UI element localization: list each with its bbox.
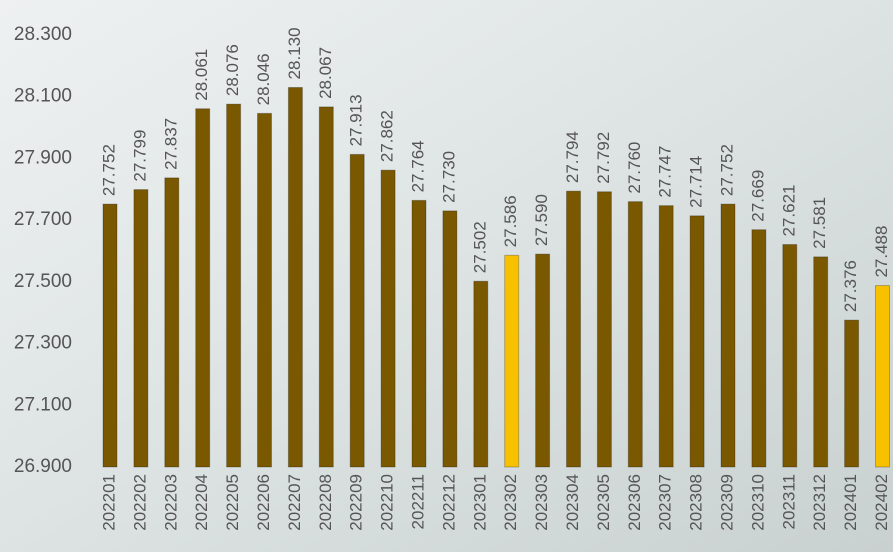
value-label: 28.067 [316, 47, 335, 99]
value-label: 27.502 [470, 221, 489, 273]
bar [596, 191, 612, 468]
x-tick-label: 202206 [254, 474, 273, 531]
x-tick-label: 202209 [347, 474, 366, 531]
x-tick-label: 202401 [841, 474, 860, 531]
y-tick-label: 27.500 [14, 271, 72, 292]
x-tick-label: 202201 [99, 474, 118, 531]
bar [473, 280, 489, 468]
value-label: 27.621 [779, 185, 798, 237]
value-label: 28.046 [254, 53, 273, 105]
bar [411, 199, 427, 468]
x-tick-label: 202210 [378, 474, 397, 531]
y-tick-label: 27.700 [14, 209, 72, 230]
x-tick-label: 202203 [161, 474, 180, 531]
bar [257, 112, 272, 468]
x-tick-label: 202308 [687, 474, 706, 531]
bar [627, 201, 643, 468]
bar [813, 256, 829, 468]
value-label: 27.586 [501, 195, 520, 247]
bar [875, 285, 890, 468]
value-label: 27.913 [347, 94, 366, 146]
y-tick-label: 27.300 [14, 333, 72, 354]
x-tick-label: 202212 [439, 474, 458, 531]
x-tick-label: 202301 [470, 474, 489, 531]
bar [349, 153, 365, 468]
value-label: 27.488 [872, 226, 891, 278]
value-label: 27.752 [99, 144, 118, 196]
bar [133, 189, 149, 468]
bar [844, 319, 860, 468]
value-label: 27.376 [841, 260, 860, 312]
bar [442, 210, 458, 468]
bar [380, 169, 396, 468]
value-label: 28.061 [192, 49, 211, 101]
x-tick-label: 202205 [223, 474, 242, 531]
bar [720, 203, 736, 468]
x-tick-label: 202310 [748, 474, 767, 531]
x-tick-label: 202305 [594, 474, 613, 531]
value-label: 28.076 [223, 44, 242, 96]
bar [287, 86, 303, 468]
x-tick-label: 202312 [810, 474, 829, 531]
bar [566, 190, 581, 468]
x-tick-label: 202309 [717, 474, 736, 531]
x-tick-label: 202306 [625, 474, 644, 531]
value-label: 27.792 [594, 132, 613, 184]
value-label: 27.862 [378, 110, 397, 162]
bar [658, 205, 674, 468]
value-label: 27.590 [532, 194, 551, 246]
y-tick-label: 27.100 [14, 394, 72, 415]
x-tick-label: 202204 [192, 474, 211, 531]
bar [504, 254, 520, 468]
value-label: 28.130 [285, 27, 304, 79]
x-tick-label: 202211 [408, 474, 427, 529]
value-label: 27.581 [810, 197, 829, 249]
x-tick-label: 202208 [316, 474, 335, 531]
value-label: 27.669 [748, 170, 767, 222]
bar [535, 253, 551, 468]
value-label: 27.730 [439, 151, 458, 203]
value-label: 27.837 [161, 118, 180, 170]
x-tick-label: 202303 [532, 474, 551, 531]
bar [689, 215, 705, 468]
value-label: 27.752 [717, 144, 736, 196]
value-label: 27.747 [656, 146, 675, 198]
y-tick-label: 28.100 [14, 86, 72, 107]
x-tick-label: 202207 [285, 474, 304, 531]
x-tick-label: 202307 [656, 474, 675, 531]
y-tick-label: 28.300 [14, 24, 72, 45]
y-tick-label: 27.900 [14, 147, 72, 168]
y-tick-label: 26.900 [14, 456, 72, 477]
x-tick-label: 202202 [130, 474, 149, 531]
bar [195, 108, 211, 468]
bar [226, 103, 242, 468]
bar [782, 244, 798, 468]
x-tick-label: 202311 [779, 474, 798, 529]
bar [318, 106, 334, 468]
bar [751, 229, 767, 468]
value-label: 27.760 [625, 142, 644, 194]
value-label: 27.794 [563, 131, 582, 183]
x-tick-label: 202302 [501, 474, 520, 531]
value-label: 27.714 [687, 156, 706, 208]
value-label: 27.764 [408, 140, 427, 192]
value-label: 27.799 [130, 130, 149, 182]
x-tick-label: 202304 [563, 474, 582, 531]
bar [102, 203, 118, 468]
bar [164, 177, 180, 468]
x-tick-label: 202402 [872, 474, 891, 531]
